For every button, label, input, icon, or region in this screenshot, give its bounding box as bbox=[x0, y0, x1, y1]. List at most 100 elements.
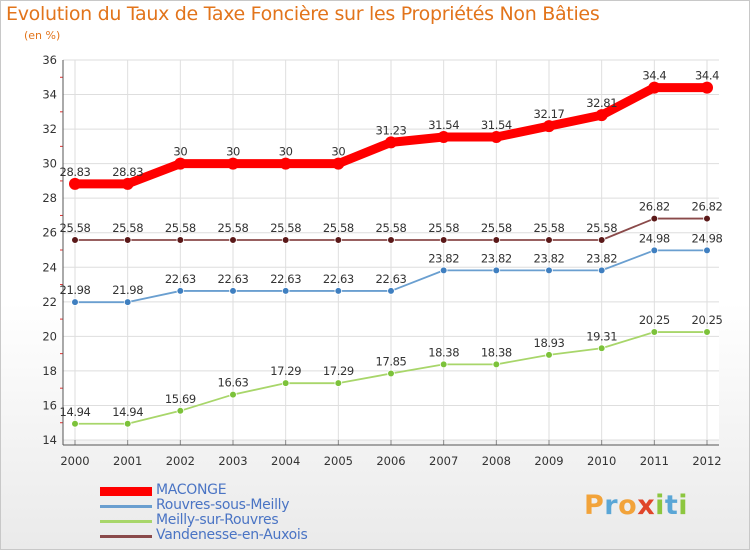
data-label: 24.98 bbox=[692, 231, 723, 245]
data-point bbox=[387, 236, 395, 244]
legend-label: Vandenesse-en-Auxois bbox=[156, 527, 308, 543]
data-point bbox=[281, 379, 290, 387]
logo-letter: P bbox=[584, 490, 605, 521]
data-point bbox=[650, 246, 659, 255]
data-point bbox=[176, 407, 185, 415]
data-label: 18.93 bbox=[534, 336, 565, 350]
data-label: 18.38 bbox=[481, 345, 512, 359]
logo-letter: x bbox=[637, 490, 656, 521]
data-label: 30 bbox=[173, 145, 187, 159]
x-tick-label: 2003 bbox=[218, 454, 247, 468]
data-point bbox=[492, 266, 501, 275]
data-point bbox=[71, 419, 79, 428]
legend-swatch bbox=[100, 534, 152, 538]
data-label: 15.69 bbox=[165, 392, 196, 406]
data-label: 23.82 bbox=[428, 251, 459, 265]
data-label: 28.83 bbox=[60, 165, 91, 179]
y-tick-label: 16 bbox=[42, 398, 57, 412]
y-tick-label: 26 bbox=[42, 226, 57, 240]
data-label: 21.98 bbox=[112, 283, 143, 297]
data-label: 21.98 bbox=[60, 283, 91, 297]
data-point bbox=[227, 157, 239, 170]
data-label: 22.63 bbox=[323, 272, 354, 286]
data-point bbox=[387, 369, 395, 378]
data-point bbox=[229, 236, 237, 244]
y-tick-label: 34 bbox=[42, 88, 57, 102]
data-label: 16.63 bbox=[218, 376, 249, 390]
data-label: 23.82 bbox=[534, 251, 565, 265]
data-point bbox=[597, 236, 606, 244]
y-axis-unit: (en %) bbox=[24, 29, 61, 42]
x-tick-label: 2005 bbox=[324, 454, 353, 468]
y-tick-label: 28 bbox=[42, 191, 57, 205]
x-tick-label: 2008 bbox=[482, 454, 511, 468]
x-tick-label: 2001 bbox=[113, 454, 142, 468]
data-point bbox=[650, 328, 659, 336]
data-label: 25.58 bbox=[112, 221, 143, 235]
data-point bbox=[174, 157, 187, 170]
data-point bbox=[492, 236, 501, 244]
data-label: 23.82 bbox=[481, 251, 512, 265]
data-point bbox=[334, 287, 343, 295]
data-point bbox=[176, 236, 185, 244]
data-point bbox=[545, 351, 553, 359]
x-tick-label: 2000 bbox=[60, 454, 89, 468]
data-point bbox=[701, 81, 713, 94]
data-point bbox=[334, 379, 343, 387]
data-point bbox=[703, 328, 711, 336]
legend-label: Meilly-sur-Rouvres bbox=[156, 512, 279, 528]
data-point bbox=[229, 390, 237, 399]
y-tick-label: 32 bbox=[42, 122, 57, 136]
x-tick-label: 2002 bbox=[166, 454, 195, 468]
data-point bbox=[176, 287, 185, 295]
data-label: 14.94 bbox=[60, 405, 91, 419]
data-label: 32.17 bbox=[534, 107, 565, 121]
data-label: 28.83 bbox=[112, 165, 143, 179]
data-point bbox=[281, 287, 290, 295]
data-label: 25.58 bbox=[376, 221, 407, 235]
y-tick-label: 18 bbox=[42, 364, 57, 378]
data-point bbox=[439, 236, 448, 244]
data-label: 17.29 bbox=[323, 364, 354, 378]
data-label: 22.63 bbox=[165, 272, 196, 286]
data-point bbox=[437, 131, 450, 144]
data-point bbox=[71, 236, 79, 244]
data-label: 25.58 bbox=[534, 221, 565, 235]
data-point bbox=[69, 177, 81, 190]
x-tick-label: 2004 bbox=[271, 454, 300, 468]
data-point bbox=[650, 214, 659, 223]
data-label: 32.81 bbox=[586, 96, 617, 110]
data-label: 25.58 bbox=[60, 221, 91, 235]
data-label: 22.63 bbox=[218, 272, 249, 286]
data-label: 34.4 bbox=[642, 69, 666, 83]
legend-label: Rouvres-sous-Meilly bbox=[156, 497, 290, 513]
data-label: 20.25 bbox=[639, 313, 670, 327]
line-chart: 14 16 18 20 22 24 26 28 30 32 34 36 2000 2001 2002 2003… bbox=[42, 53, 723, 468]
data-label: 30 bbox=[226, 145, 240, 159]
logo-letter: o bbox=[618, 490, 638, 521]
data-point bbox=[387, 287, 395, 295]
data-point bbox=[123, 236, 132, 244]
x-tick-label: 2012 bbox=[692, 454, 721, 468]
data-point bbox=[334, 236, 343, 244]
data-point bbox=[703, 214, 711, 223]
data-label: 31.23 bbox=[376, 123, 407, 137]
data-point bbox=[648, 81, 661, 94]
data-point bbox=[439, 360, 448, 369]
data-point bbox=[121, 177, 134, 190]
data-label: 34.4 bbox=[695, 69, 719, 83]
data-label: 24.98 bbox=[639, 231, 670, 245]
data-label: 30 bbox=[279, 145, 293, 159]
data-label: 20.25 bbox=[692, 313, 723, 327]
data-point bbox=[385, 136, 397, 149]
data-point bbox=[545, 266, 553, 275]
y-tick-label: 36 bbox=[42, 53, 57, 67]
legend-swatch bbox=[100, 504, 152, 508]
data-label: 25.58 bbox=[586, 221, 617, 235]
data-point bbox=[545, 236, 553, 244]
data-label: 31.54 bbox=[428, 118, 459, 132]
data-point bbox=[123, 419, 132, 428]
data-label: 31.54 bbox=[481, 118, 512, 132]
x-tick-label: 2006 bbox=[376, 454, 405, 468]
data-point bbox=[71, 298, 79, 306]
